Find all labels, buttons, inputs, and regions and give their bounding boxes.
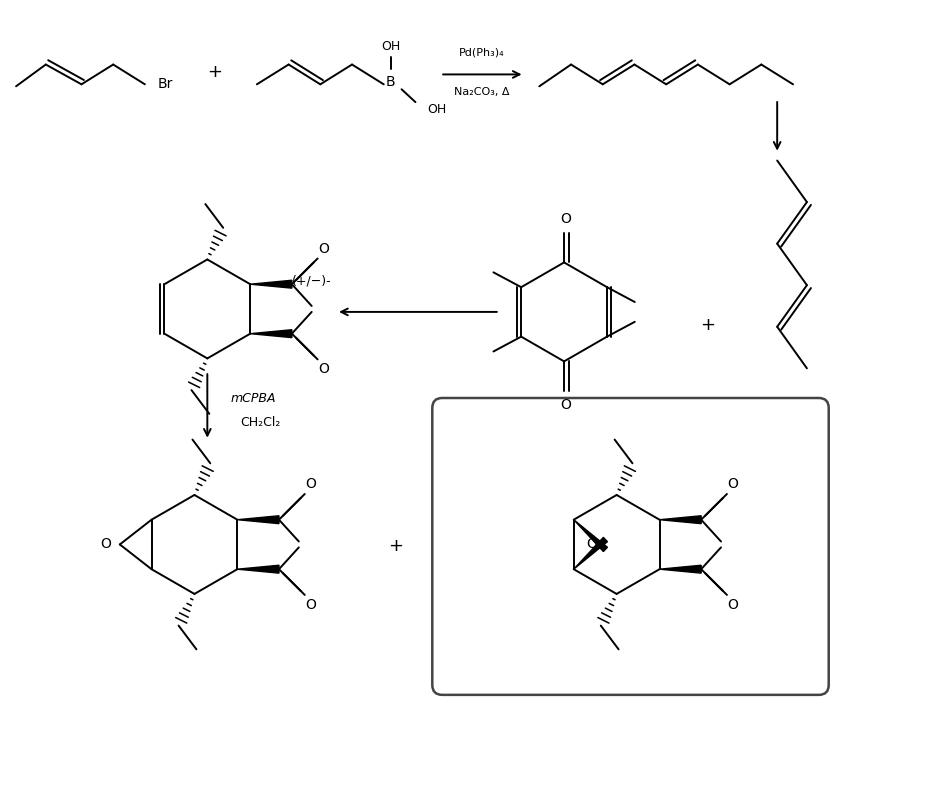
Text: (+/−)-: (+/−)- bbox=[292, 275, 331, 287]
Text: O: O bbox=[100, 537, 112, 552]
Text: +: + bbox=[388, 537, 403, 556]
FancyBboxPatch shape bbox=[432, 398, 829, 695]
Text: O: O bbox=[318, 241, 329, 256]
Text: Na₂CO₃, Δ: Na₂CO₃, Δ bbox=[454, 88, 510, 97]
Text: O: O bbox=[727, 477, 738, 491]
Text: O: O bbox=[305, 598, 316, 612]
Text: O: O bbox=[318, 362, 329, 377]
Text: CH₂Cl₂: CH₂Cl₂ bbox=[240, 416, 281, 429]
Text: O: O bbox=[561, 212, 572, 226]
Polygon shape bbox=[659, 565, 701, 573]
Text: O: O bbox=[586, 537, 597, 552]
Text: mCPBA: mCPBA bbox=[230, 392, 275, 404]
Polygon shape bbox=[237, 516, 279, 524]
Polygon shape bbox=[250, 330, 292, 338]
Polygon shape bbox=[659, 516, 701, 524]
Text: O: O bbox=[727, 598, 738, 612]
Text: Pd(Ph₃)₄: Pd(Ph₃)₄ bbox=[459, 48, 505, 57]
Polygon shape bbox=[237, 565, 279, 573]
Polygon shape bbox=[250, 280, 292, 288]
Text: +: + bbox=[206, 64, 221, 81]
Text: O: O bbox=[305, 477, 316, 491]
Text: OH: OH bbox=[381, 41, 400, 53]
Polygon shape bbox=[574, 537, 607, 569]
Text: Br: Br bbox=[158, 77, 173, 92]
Text: +: + bbox=[700, 316, 715, 334]
Text: OH: OH bbox=[428, 103, 446, 115]
Polygon shape bbox=[574, 520, 607, 552]
Text: O: O bbox=[561, 398, 572, 412]
Text: B: B bbox=[386, 76, 395, 89]
